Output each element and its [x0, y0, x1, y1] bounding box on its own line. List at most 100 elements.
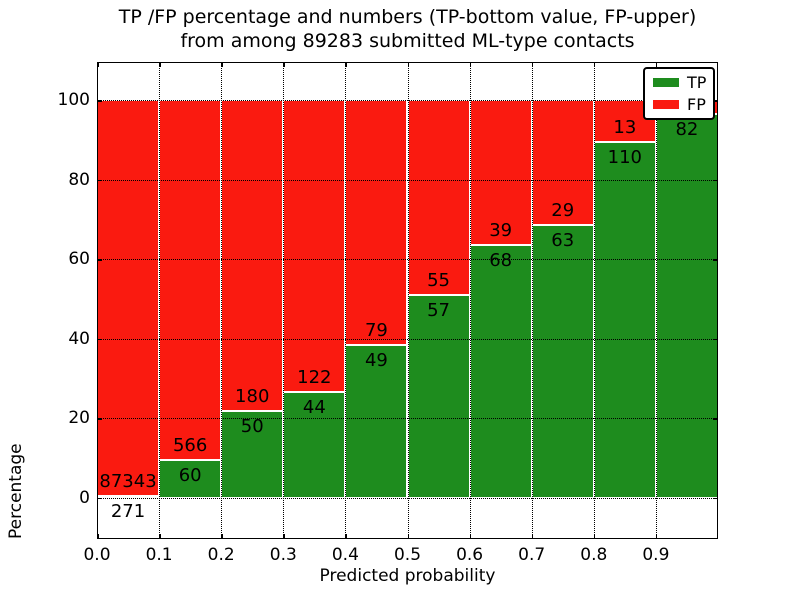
- y-tick: [97, 497, 102, 500]
- bar-tp-segment: [407, 295, 470, 498]
- fp-count-label: 55: [427, 270, 450, 292]
- x-tick: [283, 62, 285, 67]
- bar-fp-segment: [531, 100, 594, 226]
- bar-fp-segment: [283, 100, 346, 393]
- grid-layer: [97, 62, 718, 539]
- chart-title: TP /FP percentage and numbers (TP-bottom…: [97, 5, 718, 53]
- tp-count-label: 63: [551, 230, 575, 252]
- bar-tp-segment: [221, 411, 284, 498]
- x-tick-label: 0.7: [518, 545, 546, 565]
- fp-count-label: 39: [489, 220, 513, 242]
- x-tick-label: 0.8: [580, 545, 608, 565]
- x-tick: [531, 62, 534, 67]
- legend-fp-swatch-icon: [653, 100, 679, 109]
- y-tick-label: 20: [68, 408, 90, 429]
- y-tick: [713, 497, 718, 500]
- y-tick-label: 80: [68, 169, 90, 190]
- x-tick: [159, 62, 161, 67]
- x-tick: [407, 62, 409, 67]
- v-gridline: [221, 62, 223, 539]
- bar-fp-segment: [469, 100, 532, 246]
- y-tick-label: 100: [57, 90, 90, 111]
- x-tick-label: 0.0: [83, 545, 111, 565]
- fp-count-label: 180: [235, 386, 270, 408]
- y-tick: [713, 259, 718, 261]
- x-tick: [221, 534, 223, 539]
- x-tick: [531, 534, 534, 539]
- y-tick: [97, 338, 102, 341]
- v-gridline: [469, 62, 471, 539]
- plot-area: 87343 271 566 60 180 50 122 44 79 49 55 57 39 68 29 63 1…: [97, 62, 718, 539]
- bar-tp-segment: [469, 245, 532, 498]
- bar-tp-segment: [345, 345, 408, 498]
- x-tick: [159, 534, 161, 539]
- legend-item: FP: [653, 95, 706, 114]
- tp-count-label: 82: [675, 119, 699, 141]
- x-tick-label: 0.5: [393, 545, 422, 565]
- tp-count-label: 271: [110, 501, 146, 523]
- v-gridline: [159, 62, 161, 539]
- legend-tp-swatch-icon: [653, 78, 679, 87]
- x-tick-label: 0.4: [331, 545, 359, 565]
- bar-fp-segment: [159, 100, 222, 460]
- x-tick: [283, 534, 285, 539]
- x-tick-label: 0.1: [145, 545, 173, 565]
- fp-count-label: 122: [297, 367, 332, 389]
- x-tick: [593, 62, 596, 67]
- x-tick-label: 0.6: [456, 545, 484, 565]
- x-tick: [345, 62, 347, 67]
- y-tick: [713, 338, 718, 341]
- y-tick: [713, 100, 718, 102]
- tp-count-label: 57: [427, 300, 450, 322]
- bar-tp-segment: [283, 392, 346, 498]
- x-tick: [345, 534, 347, 539]
- v-gridline: [407, 62, 409, 539]
- x-axis-label: Predicted probability: [319, 566, 496, 586]
- bar-tp-segment: [655, 114, 718, 498]
- legend-item: TP: [653, 73, 707, 92]
- title-line-2: from among 89283 submitted ML-type conta…: [180, 30, 635, 52]
- v-gridline: [345, 62, 347, 539]
- x-tick: [469, 62, 472, 67]
- y-axis-label: Percentage: [6, 443, 26, 539]
- legend: TP FP: [643, 67, 715, 120]
- x-tick-label: 0.3: [269, 545, 297, 565]
- bar-fp-segment: [345, 100, 408, 346]
- v-gridline: [283, 62, 285, 539]
- legend-item-label: FP: [687, 95, 706, 114]
- bars-layer: [97, 62, 718, 539]
- title-line-1: TP /FP percentage and numbers (TP-bottom…: [118, 6, 697, 28]
- fp-count-label: 13: [613, 117, 637, 139]
- x-tick-label: 0.9: [642, 545, 670, 565]
- bar-tp-segment: [531, 225, 594, 498]
- bar-fp-segment: [97, 100, 160, 497]
- tp-count-label: 60: [178, 464, 202, 486]
- bar-fp-segment: [407, 100, 470, 296]
- fp-count-label: 79: [364, 320, 388, 342]
- y-tick-label: 40: [68, 328, 90, 349]
- v-gridline: [531, 62, 533, 539]
- v-gridline: [593, 62, 595, 539]
- tp-count-label: 49: [364, 350, 388, 372]
- y-tick-label: 0: [79, 487, 90, 508]
- annotations-layer: 87343 271 566 60 180 50 122 44 79 49 55 57 39 68 29 63 1…: [97, 62, 718, 539]
- bar-fp-segment: [221, 100, 284, 412]
- x-tick: [97, 62, 99, 67]
- fp-count-label: 87343: [99, 471, 157, 493]
- tp-count-label: 44: [302, 397, 326, 419]
- y-tick: [97, 259, 102, 261]
- x-tick: [469, 534, 472, 539]
- fp-count-label: 566: [172, 434, 208, 456]
- y-tick: [97, 100, 102, 102]
- legend-item-label: TP: [687, 73, 707, 92]
- x-tick: [221, 62, 223, 67]
- tp-count-label: 110: [607, 147, 643, 169]
- y-tick-label: 60: [68, 249, 90, 270]
- tp-count-label: 50: [240, 416, 264, 438]
- bar-tp-segment: [593, 142, 656, 498]
- x-tick: [655, 62, 658, 67]
- x-tick: [407, 534, 409, 539]
- y-tick: [713, 418, 718, 420]
- y-tick: [97, 179, 102, 182]
